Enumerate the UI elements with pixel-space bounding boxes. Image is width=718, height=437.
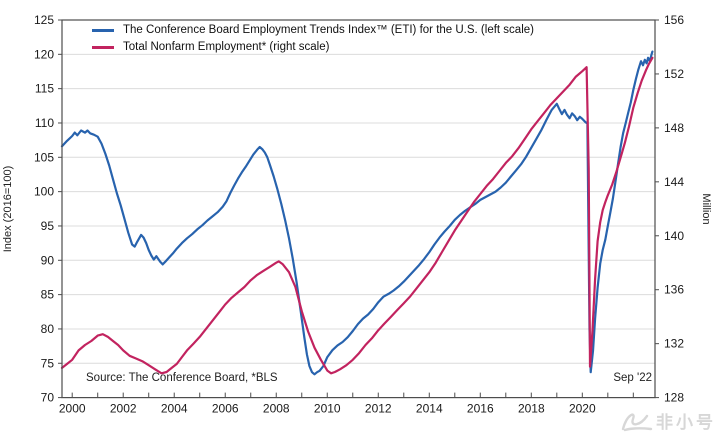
- x-tick-label: 2018: [518, 402, 545, 416]
- x-tick-label: 2012: [365, 402, 392, 416]
- x-tick-label: 2002: [110, 402, 137, 416]
- right-axis-title: Million: [700, 193, 712, 225]
- left-tick-label: 80: [41, 322, 55, 336]
- x-tick-label: 2016: [467, 402, 494, 416]
- left-tick-label: 125: [34, 13, 54, 27]
- watermark-logo-icon: [621, 412, 653, 431]
- nonfarm-line-swatch: [92, 45, 114, 49]
- x-tick-label: 2004: [161, 402, 188, 416]
- left-axis-title: Index (2016=100): [2, 165, 14, 253]
- left-tick-label: 75: [41, 356, 55, 370]
- left-tick-label: 90: [41, 253, 55, 267]
- x-tick-label: 2014: [416, 402, 443, 416]
- right-tick-label: 156: [664, 13, 684, 27]
- left-tick-label: 115: [35, 82, 54, 96]
- right-tick-label: 132: [664, 337, 684, 351]
- right-tick-label: 128: [664, 391, 684, 405]
- watermark-text: 非小号: [656, 413, 716, 432]
- x-tick-label: 2010: [314, 402, 341, 416]
- legend-item-eti: The Conference Board Employment Trends I…: [92, 23, 534, 37]
- right-tick-label: 136: [664, 283, 684, 297]
- right-tick-label: 148: [664, 121, 684, 135]
- x-tick-label: 2000: [59, 402, 86, 416]
- legend: The Conference Board Employment Trends I…: [92, 23, 534, 54]
- clipped-caption-fragment: [2, 433, 152, 437]
- left-tick-label: 85: [41, 288, 55, 302]
- left-tick-label: 100: [34, 185, 54, 199]
- watermark: 非小号: [620, 408, 716, 433]
- right-tick-label: 144: [664, 175, 684, 189]
- legend-label-nonfarm: Total Nonfarm Employment* (right scale): [123, 41, 330, 53]
- x-tick-label: 2008: [263, 402, 290, 416]
- left-tick-label: 95: [41, 219, 55, 233]
- x-tick-label: 2006: [212, 402, 239, 416]
- left-tick-label: 70: [41, 391, 55, 405]
- right-tick-label: 152: [664, 67, 684, 81]
- left-tick-label: 110: [35, 116, 54, 130]
- series-line-nonfarm: [60, 56, 654, 375]
- left-tick-label: 120: [34, 47, 54, 61]
- right-tick-label: 140: [664, 229, 684, 243]
- left-tick-label: 105: [34, 150, 54, 164]
- legend-label-eti: The Conference Board Employment Trends I…: [123, 24, 534, 36]
- plot-border: [61, 19, 656, 399]
- source-note: Source: The Conference Board, *BLS: [86, 372, 278, 384]
- legend-item-nonfarm: Total Nonfarm Employment* (right scale): [92, 40, 534, 54]
- eti-line-swatch: [92, 28, 114, 32]
- last-point-annotation: Sep '22: [613, 372, 652, 384]
- x-tick-label: 2020: [569, 402, 596, 416]
- series-line-eti: [60, 50, 654, 376]
